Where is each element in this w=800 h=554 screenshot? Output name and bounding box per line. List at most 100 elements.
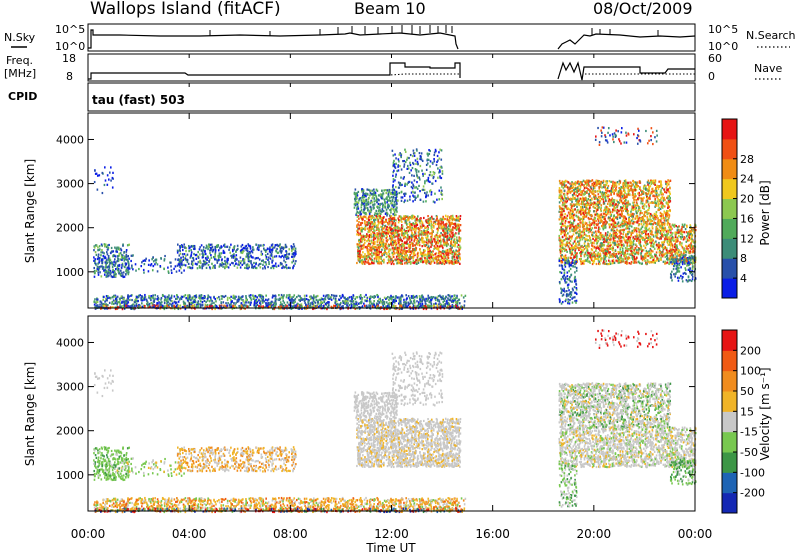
- power-cell: [125, 253, 128, 256]
- power-cell: [232, 254, 234, 257]
- power-cell: [276, 247, 278, 251]
- power-cell: [201, 300, 204, 304]
- power-cell: [381, 222, 384, 225]
- power-cell: [376, 216, 379, 219]
- power-cell: [116, 266, 119, 269]
- power-cell: [108, 178, 110, 181]
- power-cell: [445, 295, 447, 299]
- power-cell: [109, 262, 112, 265]
- power-cell: [182, 303, 185, 306]
- power-cell: [454, 218, 456, 222]
- power-cell: [201, 266, 204, 269]
- power-cell: [255, 243, 258, 246]
- power-cell: [383, 247, 386, 250]
- power-cell: [402, 217, 405, 221]
- power-cell: [269, 246, 271, 249]
- power-cell: [292, 258, 295, 261]
- power-cell: [390, 258, 393, 261]
- power-cell: [427, 215, 429, 218]
- power-cell: [108, 296, 111, 299]
- power-cell: [428, 152, 431, 156]
- power-cell: [412, 255, 415, 258]
- power-cell: [457, 219, 459, 222]
- power-cell: [384, 188, 387, 192]
- power-cell: [388, 190, 391, 193]
- power-cell: [451, 256, 454, 259]
- power-cell: [132, 303, 134, 306]
- power-cell: [386, 247, 388, 250]
- power-cell: [449, 250, 451, 254]
- power-cell: [271, 259, 273, 262]
- power-cell: [209, 296, 212, 299]
- power-cell: [132, 268, 134, 271]
- power-cell: [446, 236, 449, 240]
- power-cell: [292, 265, 295, 269]
- power-cell: [183, 253, 186, 256]
- power-cell: [125, 270, 128, 273]
- power-cell: [360, 199, 363, 202]
- power-cell: [206, 258, 208, 261]
- power-cell: [453, 233, 456, 236]
- power-cell: [421, 221, 424, 224]
- power-cell: [432, 171, 435, 174]
- power-cell: [431, 240, 434, 243]
- power-cell: [393, 234, 396, 237]
- power-cell: [122, 243, 124, 246]
- power-cell: [194, 300, 197, 304]
- power-cell: [375, 199, 377, 202]
- power-cell: [404, 216, 406, 219]
- power-cell: [120, 305, 122, 308]
- power-cell: [187, 262, 190, 265]
- power-cell: [437, 176, 439, 179]
- power-cell: [436, 261, 439, 264]
- power-cell: [373, 220, 376, 223]
- power-cell: [97, 273, 100, 276]
- power-cell: [636, 249, 638, 252]
- power-cell: [127, 273, 130, 276]
- power-cell: [394, 229, 396, 232]
- power-cell: [170, 271, 173, 275]
- power-cell: [256, 246, 259, 249]
- power-cell: [395, 199, 398, 202]
- power-cell: [262, 297, 265, 300]
- power-cell: [334, 304, 336, 308]
- power-cell: [244, 266, 246, 269]
- power-cell: [415, 169, 417, 172]
- power-cell: [267, 258, 269, 262]
- power-cell: [285, 264, 288, 267]
- power-cell: [110, 166, 112, 169]
- power-cell: [107, 272, 109, 275]
- power-cell: [95, 244, 98, 247]
- power-cell: [393, 159, 395, 162]
- power-cell: [180, 261, 183, 264]
- power-cell: [363, 204, 366, 208]
- power-cell: [327, 296, 329, 299]
- power-cell: [98, 265, 101, 269]
- power-cell: [226, 304, 229, 307]
- power-cell: [294, 304, 297, 307]
- power-cell: [361, 259, 364, 262]
- power-cell: [94, 261, 96, 265]
- power-cell: [366, 221, 368, 224]
- power-cell: [101, 261, 104, 264]
- power-cell: [427, 231, 430, 234]
- power-cell: [263, 265, 266, 268]
- power-cell: [271, 307, 274, 311]
- power-cell: [440, 176, 443, 180]
- power-cell: [397, 164, 400, 167]
- power-cell: [383, 198, 386, 201]
- power-cell: [257, 248, 260, 252]
- power-cell: [416, 217, 418, 221]
- power-cell: [371, 197, 374, 200]
- power-cell: [356, 296, 359, 299]
- power-cell: [379, 234, 381, 238]
- power-cell: [241, 263, 244, 266]
- power-cell: [177, 296, 179, 299]
- power-cell: [376, 236, 379, 239]
- power-cell: [406, 167, 409, 170]
- power-cell: [387, 254, 390, 258]
- power-cell: [232, 262, 234, 265]
- power-cell: [372, 234, 375, 237]
- power-cell: [358, 199, 360, 202]
- power-cell: [257, 264, 260, 267]
